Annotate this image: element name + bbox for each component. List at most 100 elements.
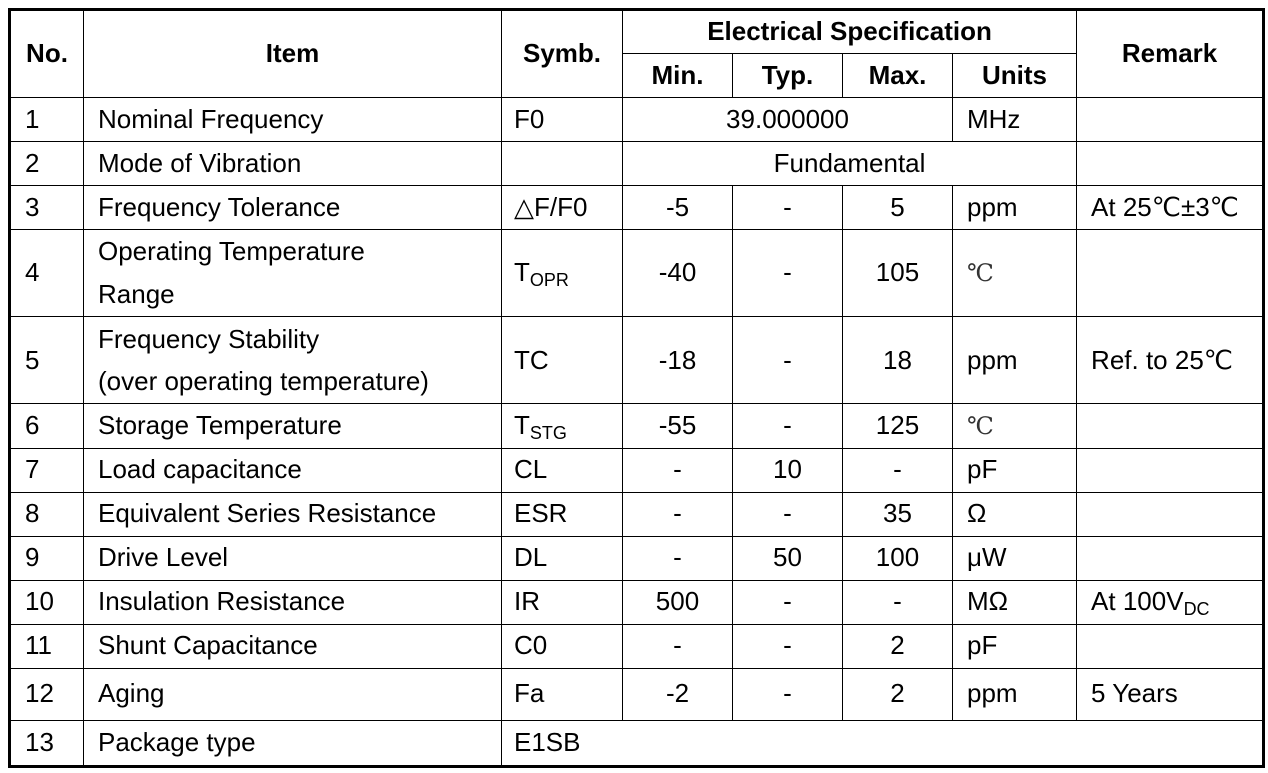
row-item: Operating Temperature Range: [83, 229, 502, 318]
row-symbol: C0: [501, 623, 623, 669]
row-min: -40: [622, 229, 733, 318]
row-symbol: TC: [501, 316, 623, 405]
table-row: 5 Frequency Stability (over operating te…: [9, 316, 1265, 405]
row-max: 35: [842, 491, 953, 537]
table-row: 13 Package type E1SB: [9, 719, 1265, 768]
row-units: μW: [951, 535, 1078, 581]
row-units: ℃: [951, 229, 1078, 318]
row-symbol: F0: [501, 97, 623, 143]
row-symbol: TOPR: [501, 229, 623, 318]
row-no: 1: [9, 97, 84, 143]
header-no: No.: [9, 8, 84, 99]
row-no: 11: [9, 623, 84, 669]
row-units: pF: [951, 623, 1078, 669]
header-item: Item: [83, 8, 502, 99]
row-symbol: TSTG: [501, 403, 623, 449]
row-remark: [1076, 535, 1265, 581]
row-typ: -: [732, 623, 843, 669]
row-value: Fundamental: [621, 141, 1078, 187]
row-max: 2: [842, 623, 953, 669]
row-min: -: [622, 491, 733, 537]
row-max: -: [842, 579, 953, 625]
table-row: 1 Nominal Frequency F0 39.000000 MHz: [9, 97, 1265, 143]
row-symbol: ESR: [501, 491, 623, 537]
row-no: 3: [9, 185, 84, 231]
row-typ: -: [732, 667, 843, 721]
table-row: 3 Frequency Tolerance △F/F0 -5 - 5 ppm A…: [9, 185, 1265, 231]
row-typ: -: [732, 185, 843, 231]
row-no: 2: [9, 141, 84, 187]
row-min: -: [622, 535, 733, 581]
symbol-base: T: [514, 409, 530, 440]
row-typ: -: [732, 491, 843, 537]
row-symbol: IR: [501, 579, 623, 625]
row-item: Storage Temperature: [83, 403, 502, 449]
header-remark: Remark: [1076, 8, 1265, 99]
row-item: Load capacitance: [83, 447, 502, 493]
row-max: 2: [842, 667, 953, 721]
row-item-line2: (over operating temperature): [98, 366, 429, 397]
row-remark: [1076, 491, 1265, 537]
row-min: -5: [622, 185, 733, 231]
row-item-line1: Operating Temperature: [98, 236, 365, 267]
row-remark: 5 Years: [1076, 667, 1265, 721]
row-symbol: DL: [501, 535, 623, 581]
symbol-base: T: [514, 256, 530, 287]
row-symbol: CL: [501, 447, 623, 493]
symbol-subscript: STG: [529, 422, 567, 443]
table-row: 7 Load capacitance CL - 10 - pF: [9, 447, 1265, 493]
row-item: Frequency Stability (over operating temp…: [83, 316, 502, 405]
remark-subscript: DC: [1183, 598, 1210, 619]
row-item: Package type: [83, 719, 502, 768]
row-max: 5: [842, 185, 953, 231]
row-no: 12: [9, 667, 84, 721]
row-units: ppm: [951, 667, 1078, 721]
row-no: 10: [9, 579, 84, 625]
row-remark: At 25℃±3℃: [1076, 185, 1265, 231]
row-symbol: △F/F0: [501, 185, 623, 231]
row-units: Ω: [951, 491, 1078, 537]
row-item: Equivalent Series Resistance: [83, 491, 502, 537]
header-max: Max.: [842, 53, 953, 99]
row-no: 7: [9, 447, 84, 493]
row-max: 18: [842, 316, 953, 405]
row-item: Frequency Tolerance: [83, 185, 502, 231]
row-typ: 50: [732, 535, 843, 581]
row-item-line2: Range: [98, 279, 175, 310]
row-min: -2: [622, 667, 733, 721]
row-typ: -: [732, 316, 843, 405]
row-min: -: [622, 447, 733, 493]
row-units: MHz: [951, 97, 1078, 143]
table-row: 10 Insulation Resistance IR 500 - - MΩ A…: [9, 579, 1265, 625]
row-no: 9: [9, 535, 84, 581]
row-no: 8: [9, 491, 84, 537]
row-remark: [1076, 229, 1265, 318]
row-units: ℃: [951, 403, 1078, 449]
row-item: Shunt Capacitance: [83, 623, 502, 669]
row-min: -18: [622, 316, 733, 405]
electrical-specification-table: No. Item Symb. Electrical Specification …: [8, 8, 1266, 768]
remark-base: At 100V: [1091, 585, 1184, 616]
row-remark: [1076, 97, 1265, 143]
row-max: 125: [842, 403, 953, 449]
row-item: Drive Level: [83, 535, 502, 581]
row-remark: [1076, 447, 1265, 493]
row-remark: [1076, 403, 1265, 449]
table-row: 9 Drive Level DL - 50 100 μW: [9, 535, 1265, 581]
row-remark: At 100VDC: [1076, 579, 1265, 625]
row-typ: -: [732, 229, 843, 318]
row-item: Aging: [83, 667, 502, 721]
row-remark: Ref. to 25℃: [1076, 316, 1265, 405]
row-symbol: [501, 141, 623, 187]
row-symbol: Fa: [501, 667, 623, 721]
row-typ: 10: [732, 447, 843, 493]
row-item: Nominal Frequency: [83, 97, 502, 143]
row-no: 13: [9, 719, 84, 768]
header-symb: Symb.: [501, 8, 623, 99]
header-min: Min.: [622, 53, 733, 99]
row-value: 39.000000: [622, 97, 953, 143]
header-typ: Typ.: [732, 53, 843, 99]
header-electrical-specification: Electrical Specification: [621, 8, 1078, 55]
row-no: 5: [9, 316, 84, 405]
row-typ: -: [732, 579, 843, 625]
